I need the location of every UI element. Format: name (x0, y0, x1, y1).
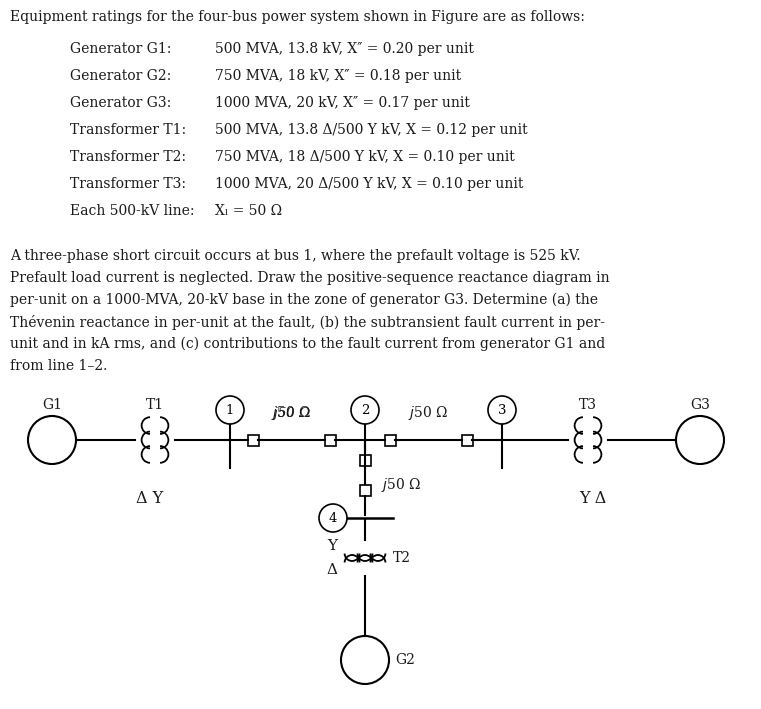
Text: $j$50 Ω: $j$50 Ω (272, 404, 311, 422)
Text: Xₗ = 50 Ω: Xₗ = 50 Ω (215, 204, 282, 218)
Bar (461, 435, 473, 445)
Text: Thévenin reactance in per-unit at the fault, (b) the subtransient fault current : Thévenin reactance in per-unit at the fa… (10, 315, 605, 330)
Text: 750 MVA, 18 Δ/500 Y kV, X = 0.10 per unit: 750 MVA, 18 Δ/500 Y kV, X = 0.10 per uni… (215, 150, 514, 164)
Text: T1: T1 (146, 398, 164, 412)
Circle shape (319, 504, 347, 532)
Text: Δ: Δ (326, 563, 337, 577)
Text: T3: T3 (579, 398, 597, 412)
Text: 1000 MVA, 20 Δ/500 Y kV, X = 0.10 per unit: 1000 MVA, 20 Δ/500 Y kV, X = 0.10 per un… (215, 177, 524, 191)
Text: T2: T2 (393, 551, 411, 565)
Text: $j$50 Ω: $j$50 Ω (272, 405, 310, 422)
Text: $j$50 Ω: $j$50 Ω (409, 404, 448, 422)
Text: 1: 1 (226, 403, 234, 416)
Circle shape (488, 396, 516, 424)
Text: A three-phase short circuit occurs at bus 1, where the prefault voltage is 525 k: A three-phase short circuit occurs at bu… (10, 249, 581, 263)
Text: 500 MVA, 13.8 kV, X″ = 0.20 per unit: 500 MVA, 13.8 kV, X″ = 0.20 per unit (215, 42, 474, 56)
Text: 4: 4 (329, 511, 337, 525)
Text: Transformer T2:: Transformer T2: (70, 150, 186, 164)
Text: Each 500-kV line:: Each 500-kV line: (70, 204, 195, 218)
Text: 3: 3 (498, 403, 506, 416)
Text: G3: G3 (690, 398, 710, 412)
Text: 500 MVA, 13.8 Δ/500 Y kV, X = 0.12 per unit: 500 MVA, 13.8 Δ/500 Y kV, X = 0.12 per u… (215, 123, 527, 137)
Text: 1000 MVA, 20 kV, X″ = 0.17 per unit: 1000 MVA, 20 kV, X″ = 0.17 per unit (215, 96, 470, 110)
Text: Y Δ: Y Δ (579, 490, 607, 507)
Bar (247, 435, 259, 445)
Bar (384, 435, 396, 445)
Text: unit and in kA rms, and (c) contributions to the fault current from generator G1: unit and in kA rms, and (c) contribution… (10, 337, 605, 352)
Text: Generator G2:: Generator G2: (70, 69, 171, 83)
Text: per-unit on a 1000-MVA, 20-kV base in the zone of generator G3. Determine (a) th: per-unit on a 1000-MVA, 20-kV base in th… (10, 293, 598, 308)
Text: G1: G1 (42, 398, 62, 412)
Text: Y: Y (327, 539, 337, 553)
Text: $j$50 Ω: $j$50 Ω (381, 476, 421, 494)
Circle shape (216, 396, 244, 424)
Bar (324, 435, 336, 445)
Text: Generator G1:: Generator G1: (70, 42, 171, 56)
Text: 2: 2 (361, 403, 369, 416)
Text: Transformer T1:: Transformer T1: (70, 123, 186, 137)
Text: 750 MVA, 18 kV, X″ = 0.18 per unit: 750 MVA, 18 kV, X″ = 0.18 per unit (215, 69, 461, 83)
Text: Δ Y: Δ Y (136, 490, 164, 507)
Text: from line 1–2.: from line 1–2. (10, 359, 107, 373)
Text: Prefault load current is neglected. Draw the positive-sequence reactance diagram: Prefault load current is neglected. Draw… (10, 271, 610, 285)
Circle shape (351, 396, 379, 424)
Text: Generator G3:: Generator G3: (70, 96, 171, 110)
Bar (359, 454, 371, 466)
Bar (359, 484, 371, 496)
Text: Transformer T3:: Transformer T3: (70, 177, 186, 191)
Text: G2: G2 (395, 653, 415, 667)
Text: Equipment ratings for the four-bus power system shown in Figure are as follows:: Equipment ratings for the four-bus power… (10, 10, 585, 24)
